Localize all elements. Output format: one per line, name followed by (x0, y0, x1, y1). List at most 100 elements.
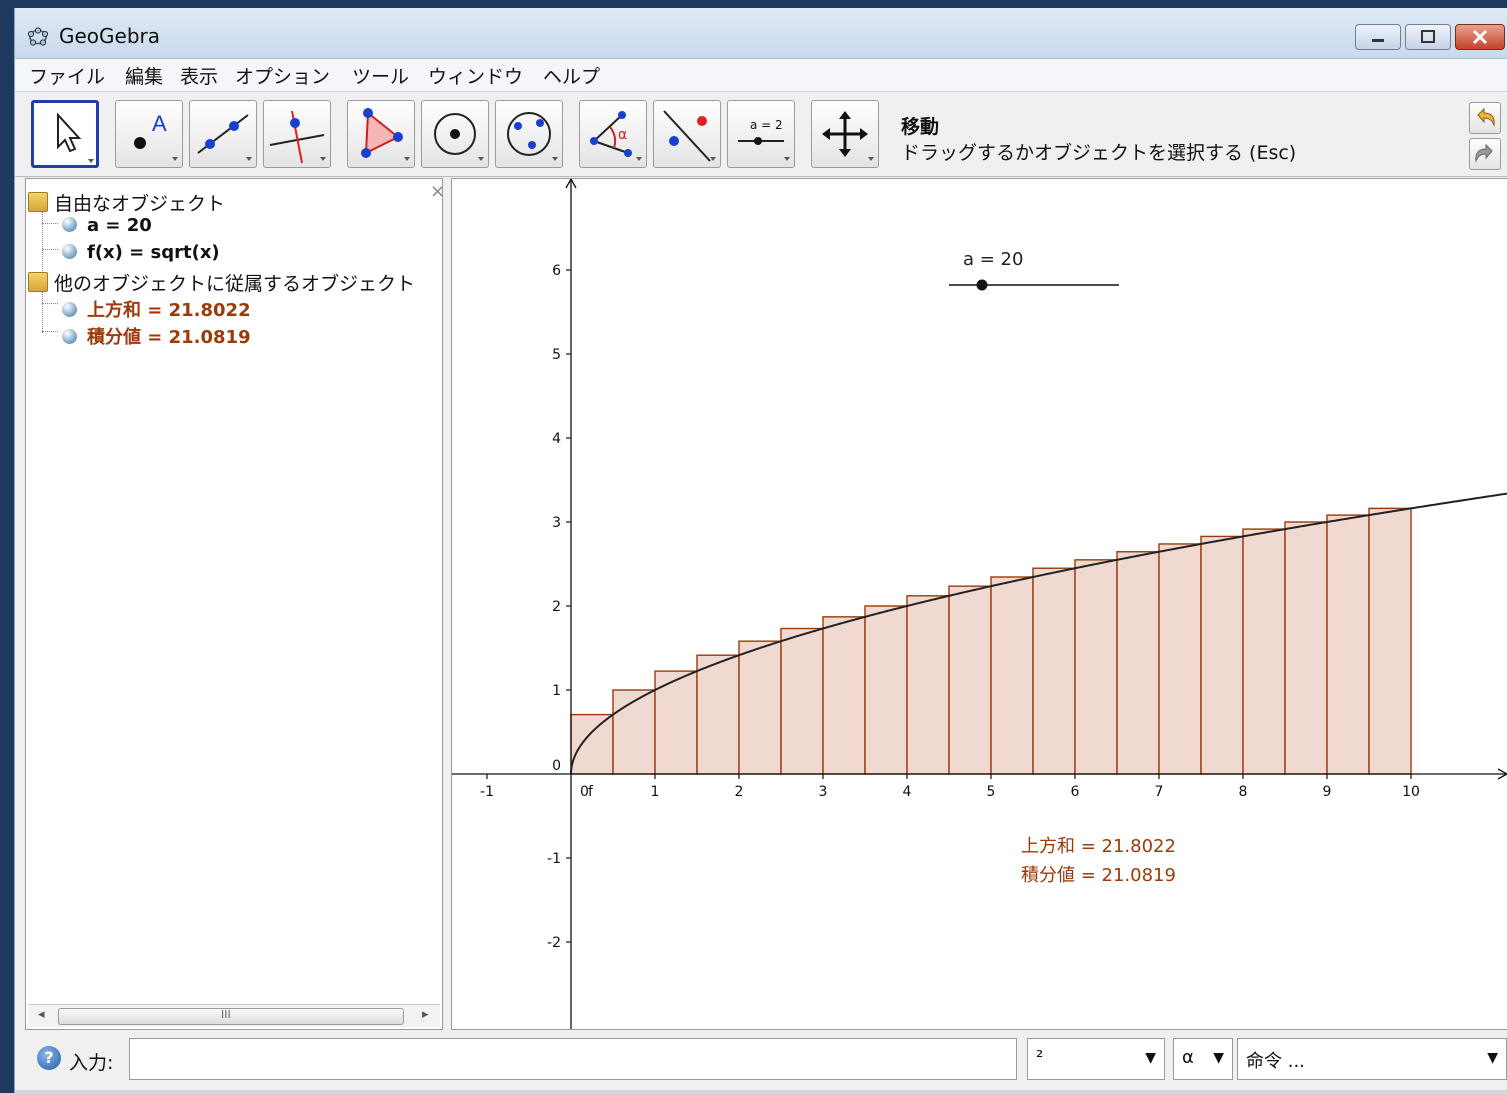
function-curve-f[interactable] (570, 492, 1507, 774)
maximize-button[interactable] (1405, 24, 1451, 50)
upper-sum-rect (696, 654, 740, 775)
algebra-item-label: 上方和 = 21.8022 (87, 300, 251, 321)
undo-button[interactable] (1469, 102, 1501, 134)
dependent-folder-label: 他のオブジェクトに従属するオブジェクト (54, 273, 416, 295)
algebra-item-a[interactable]: a = 20 (62, 215, 152, 236)
free-objects-folder[interactable]: 自由なオブジェクト (28, 189, 225, 216)
upper-sum-rect (1116, 551, 1160, 775)
menu-options[interactable]: オプション (235, 66, 331, 88)
greek-combo-value: α (1182, 1047, 1194, 1068)
circle-three-points-tool-button[interactable] (495, 100, 563, 168)
y-tick-label: 6 (552, 263, 561, 279)
menu-tools[interactable]: ツール (352, 66, 410, 88)
y-tick-label: 1 (552, 683, 561, 699)
maximize-icon (1421, 30, 1435, 43)
upper-sum-rect (780, 627, 824, 775)
minimize-icon (1372, 39, 1384, 42)
algebra-view: × 自由なオブジェクト a = 20 f(x) = sqrt(x) 他のオブジェ… (25, 178, 446, 1030)
x-tick-label: 3 (819, 784, 828, 800)
horizontal-scrollbar[interactable]: ◂ III ▸ (28, 1004, 440, 1027)
greek-combo[interactable]: α ▼ (1173, 1038, 1233, 1080)
y-tick-label: 4 (552, 431, 561, 447)
input-field[interactable] (129, 1038, 1017, 1080)
polygon-tool-button[interactable] (347, 100, 415, 168)
geogebra-window: GeoGebra ファイル 編集 表示 オプション ツール ウィンドウ ヘルプ … (14, 8, 1507, 1093)
upper-sum-rect (864, 605, 908, 775)
y-tick-label: -2 (547, 935, 561, 951)
scroll-left-icon[interactable]: ◂ (38, 1007, 45, 1022)
visibility-ball-icon[interactable] (62, 244, 77, 259)
close-view-icon[interactable]: × (430, 181, 446, 202)
help-icon[interactable]: ? (37, 1046, 61, 1070)
slider-tool-button[interactable]: a = 2 (727, 100, 795, 168)
menu-file[interactable]: ファイル (29, 66, 106, 88)
circle-center-tool-button[interactable] (421, 100, 489, 168)
angle-icon: α (590, 111, 642, 161)
upper-sum-rect (738, 640, 782, 775)
close-button[interactable] (1455, 24, 1505, 50)
redo-icon (1475, 143, 1493, 163)
minimize-button[interactable] (1355, 24, 1401, 50)
menu-window[interactable]: ウィンドウ (428, 66, 524, 88)
redo-button[interactable] (1469, 138, 1501, 170)
move-tool-button[interactable] (31, 100, 99, 168)
origin-label: f (588, 784, 594, 800)
y-tick-label: 3 (552, 515, 561, 531)
geogebra-logo-icon (27, 27, 49, 46)
algebra-item-f[interactable]: f(x) = sqrt(x) (62, 242, 220, 263)
visibility-ball-icon[interactable] (62, 217, 77, 232)
x-tick-label: 0 (580, 784, 589, 800)
tree-connector (42, 223, 58, 224)
input-bar: ? 入力: ² ▼ α ▼ 命令 ... ▼ (25, 1034, 1507, 1090)
x-tick-label: 1 (651, 784, 660, 800)
y-tick-label: 0 (552, 758, 561, 774)
perpendicular-line-icon (269, 110, 326, 164)
command-combo[interactable]: 命令 ... ▼ (1237, 1038, 1507, 1080)
chevron-down-icon: ▼ (1145, 1050, 1156, 1066)
angle-tool-button[interactable]: α (579, 100, 647, 168)
tree-connector (42, 303, 58, 304)
scroll-thumb[interactable]: III (58, 1008, 404, 1025)
x-tick-label: 7 (1155, 784, 1164, 800)
upper-sum-rect (1242, 528, 1286, 775)
tool-name: 移動 (901, 116, 940, 138)
tree-connector (42, 249, 58, 250)
tool-help-text: ドラッグするかオブジェクトを選択する (Esc) (901, 142, 1297, 164)
upper-sum-rect (822, 616, 866, 775)
symbol-combo[interactable]: ² ▼ (1027, 1038, 1165, 1080)
upper-sum-text[interactable]: 上方和 = 21.8022 (1021, 836, 1176, 857)
menu-help[interactable]: ヘルプ (543, 66, 601, 88)
polygon-icon (361, 108, 410, 161)
move-view-tool-button[interactable] (811, 100, 879, 168)
svg-text:α: α (618, 127, 627, 143)
menu-view[interactable]: 表示 (180, 66, 219, 88)
cursor-arrow-icon (57, 112, 94, 163)
window-title: GeoGebra (59, 24, 161, 48)
integral-text[interactable]: 積分値 = 21.0819 (1021, 865, 1176, 886)
graphics-view[interactable]: -1 1 2 3 4 5 6 7 8 9 10 0 f -2 -1 0 1 2 3 4 5 6 a = 20 上方和 = … (451, 178, 1507, 1030)
chevron-down-icon: ▼ (1487, 1050, 1498, 1066)
visibility-ball-icon[interactable] (62, 302, 77, 317)
line-tool-button[interactable] (189, 100, 257, 168)
folder-icon (28, 192, 48, 212)
dependent-objects-folder[interactable]: 他のオブジェクトに従属するオブジェクト (28, 269, 415, 296)
perpendicular-tool-button[interactable] (263, 100, 331, 168)
visibility-ball-icon[interactable] (62, 329, 77, 344)
algebra-item-upper-sum[interactable]: 上方和 = 21.8022 (62, 296, 251, 322)
point-tool-button[interactable]: A (115, 100, 183, 168)
upper-sum-rect (906, 595, 950, 775)
slider-icon: a = 2 (738, 118, 790, 161)
scroll-right-icon[interactable]: ▸ (422, 1007, 429, 1022)
slider-icon-label: a = 2 (750, 118, 783, 132)
menu-edit[interactable]: 編集 (125, 66, 164, 88)
x-tick-label: 6 (1071, 784, 1080, 800)
algebra-item-integral[interactable]: 積分値 = 21.0819 (62, 323, 251, 349)
upper-sum-rect (1200, 535, 1244, 775)
reflect-tool-button[interactable] (653, 100, 721, 168)
y-tick-label: 2 (552, 599, 561, 615)
slider-knob[interactable] (976, 279, 988, 291)
x-tick-label: 5 (987, 784, 996, 800)
x-tick-label: 2 (735, 784, 744, 800)
scroll-grip: III (221, 1008, 231, 1021)
